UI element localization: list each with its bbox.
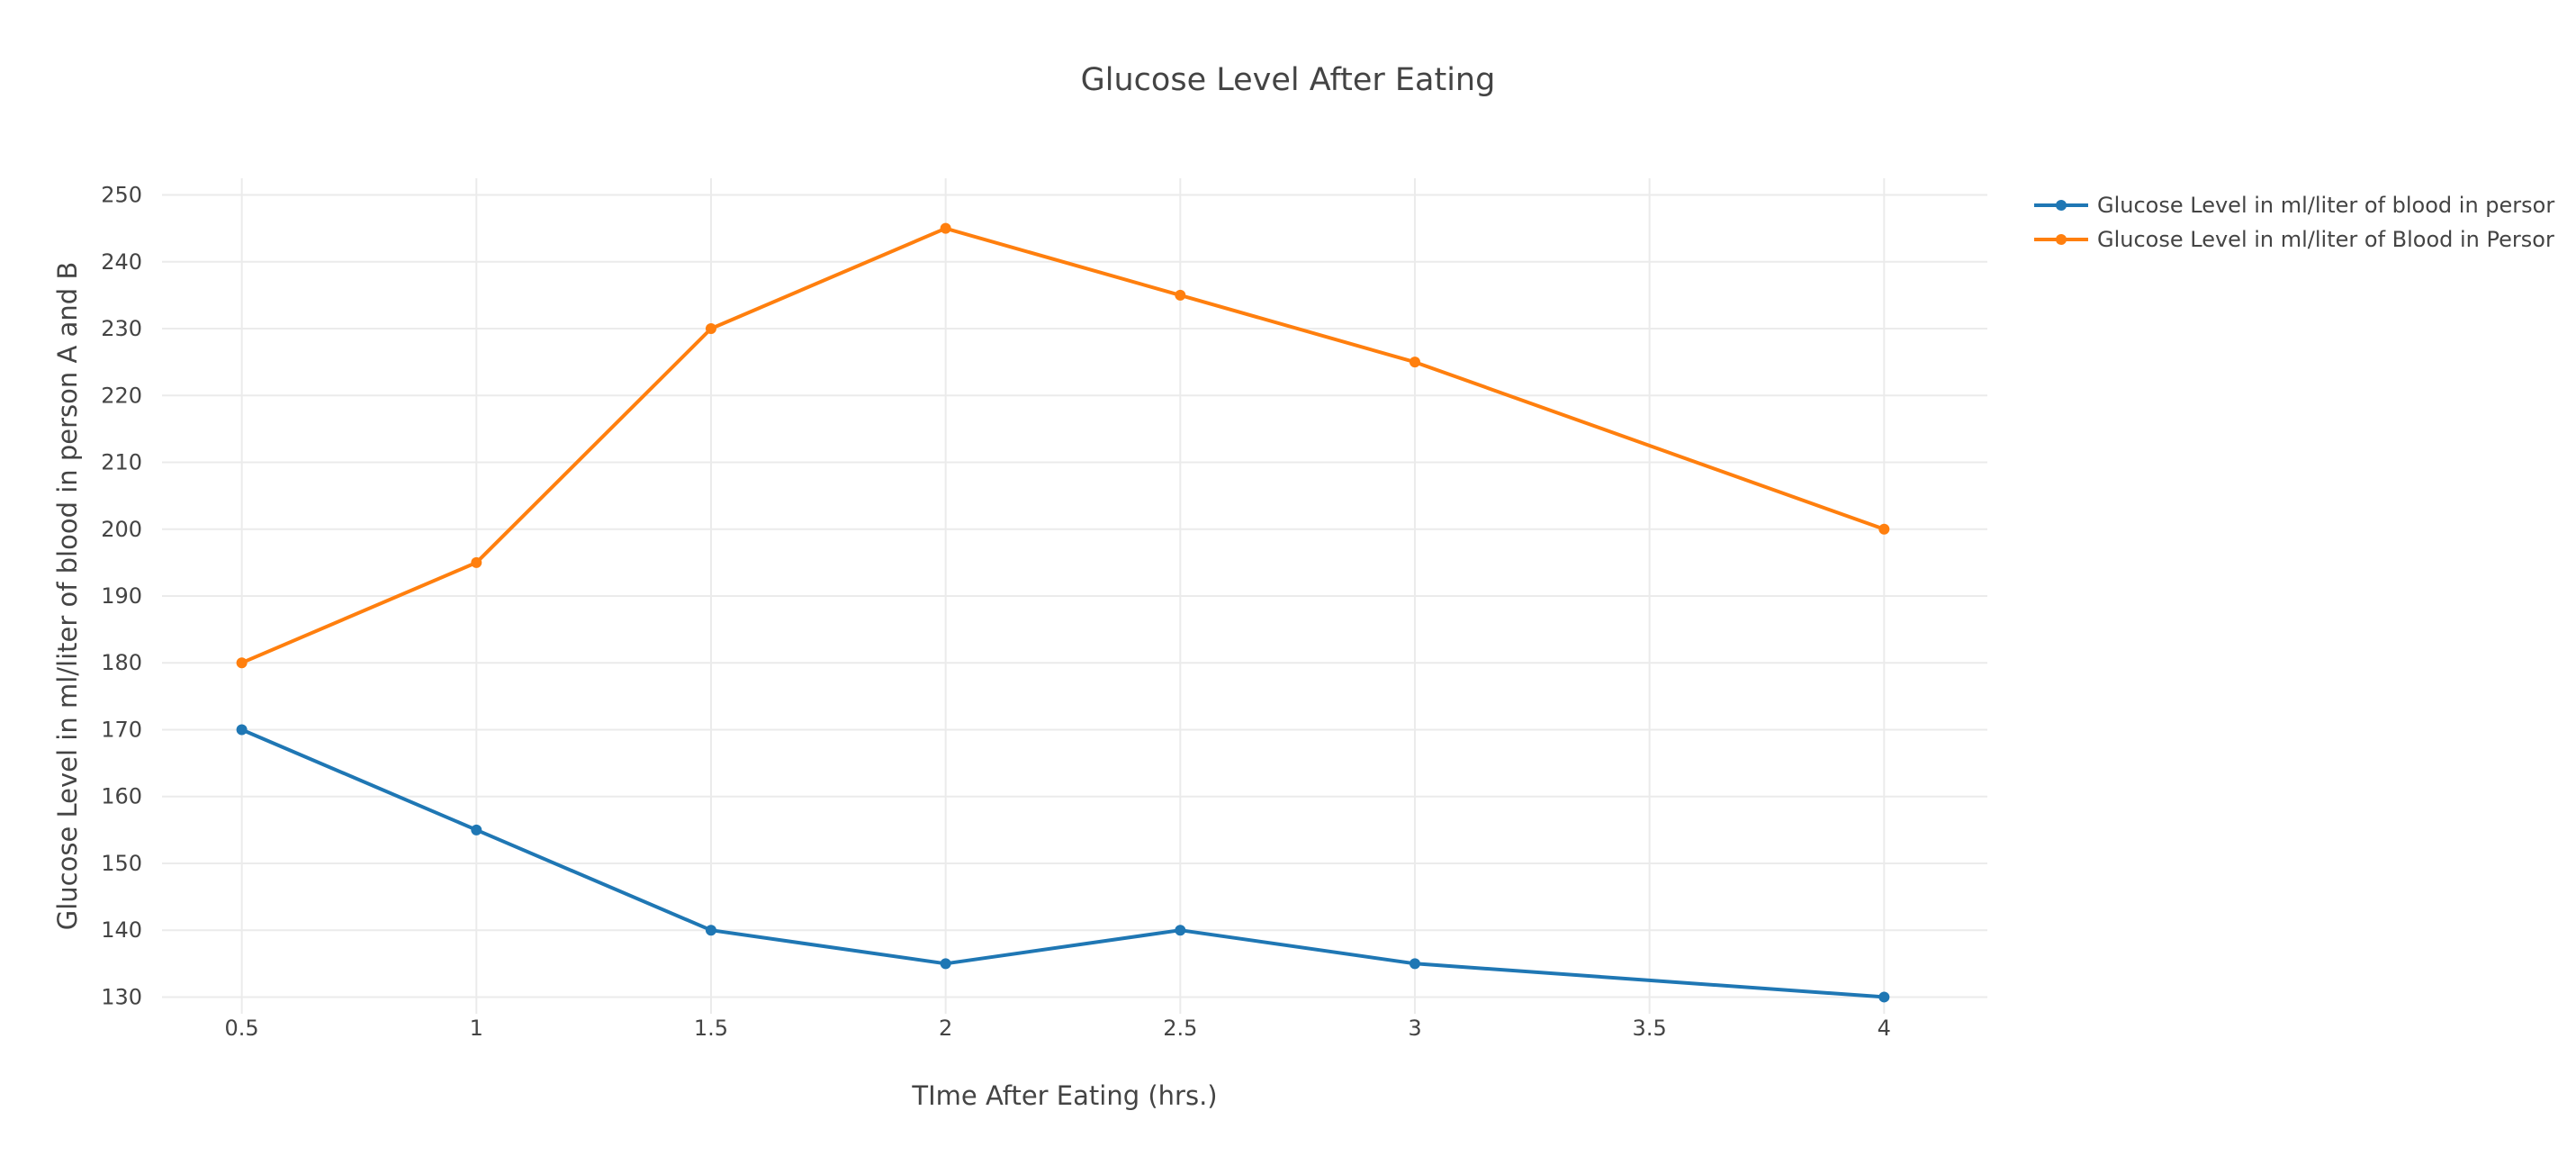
y-tick-label: 150 — [101, 851, 142, 876]
x-tick-label: 2 — [939, 1016, 952, 1041]
x-tick-label: 1.5 — [694, 1016, 728, 1041]
y-tick-label: 230 — [101, 316, 142, 341]
data-point — [940, 222, 951, 234]
y-tick-label: 130 — [101, 984, 142, 1009]
legend-marker-icon — [2056, 234, 2067, 245]
series-1 — [236, 724, 1890, 1003]
legend-label: Glucose Level in ml/liter of blood in pe… — [2097, 193, 2554, 218]
y-tick-label: 220 — [101, 383, 142, 408]
x-tick-label: 3.5 — [1633, 1016, 1667, 1041]
y-tick-label: 240 — [101, 249, 142, 275]
legend-label: Glucose Level in ml/liter of Blood in Pe… — [2097, 227, 2554, 252]
y-tick-label: 250 — [101, 183, 142, 208]
y-tick-label: 200 — [101, 517, 142, 542]
data-point — [940, 958, 951, 970]
data-point — [1175, 289, 1186, 301]
data-point — [236, 724, 248, 736]
y-tick-label: 190 — [101, 583, 142, 609]
legend-marker-icon — [2056, 200, 2067, 211]
data-point — [471, 556, 482, 568]
x-tick-label: 0.5 — [225, 1016, 259, 1041]
data-point — [1878, 991, 1890, 1003]
data-point — [471, 824, 482, 835]
data-point — [1175, 925, 1186, 936]
series-lines — [236, 222, 1890, 1003]
data-point — [236, 657, 248, 669]
axis-ticks: 0.5 1 1.5 2 2.5 3 3.5 4 130 140 150 160 170 180 190 200… — [101, 183, 1891, 1041]
x-tick-label: 4 — [1878, 1016, 1891, 1041]
chart-title: Glucose Level After Eating — [1081, 62, 1496, 98]
y-tick-label: 180 — [101, 650, 142, 675]
legend-item[interactable]: Glucose Level in ml/liter of blood in pe… — [2034, 193, 2554, 218]
data-point — [705, 925, 716, 936]
x-tick-label: 1 — [470, 1016, 483, 1041]
x-axis-title: TIme After Eating (hrs.) — [911, 1080, 1217, 1111]
data-point — [1409, 958, 1420, 970]
data-point — [705, 323, 716, 335]
x-tick-label: 2.5 — [1163, 1016, 1197, 1041]
legend: Glucose Level in ml/liter of blood in pe… — [2034, 193, 2554, 252]
series-line — [240, 226, 1885, 665]
series-2 — [236, 222, 1890, 669]
y-tick-label: 140 — [101, 917, 142, 943]
legend-item[interactable]: Glucose Level in ml/liter of Blood in Pe… — [2034, 227, 2554, 252]
data-point — [1878, 523, 1890, 535]
x-tick-label: 3 — [1408, 1016, 1421, 1041]
y-tick-label: 170 — [101, 717, 142, 742]
y-axis-title: Glucose Level in ml/liter of blood in pe… — [52, 262, 83, 931]
y-tick-label: 210 — [101, 450, 142, 475]
data-point — [1409, 357, 1420, 368]
grid-lines — [162, 178, 1987, 1014]
y-tick-label: 160 — [101, 784, 142, 809]
